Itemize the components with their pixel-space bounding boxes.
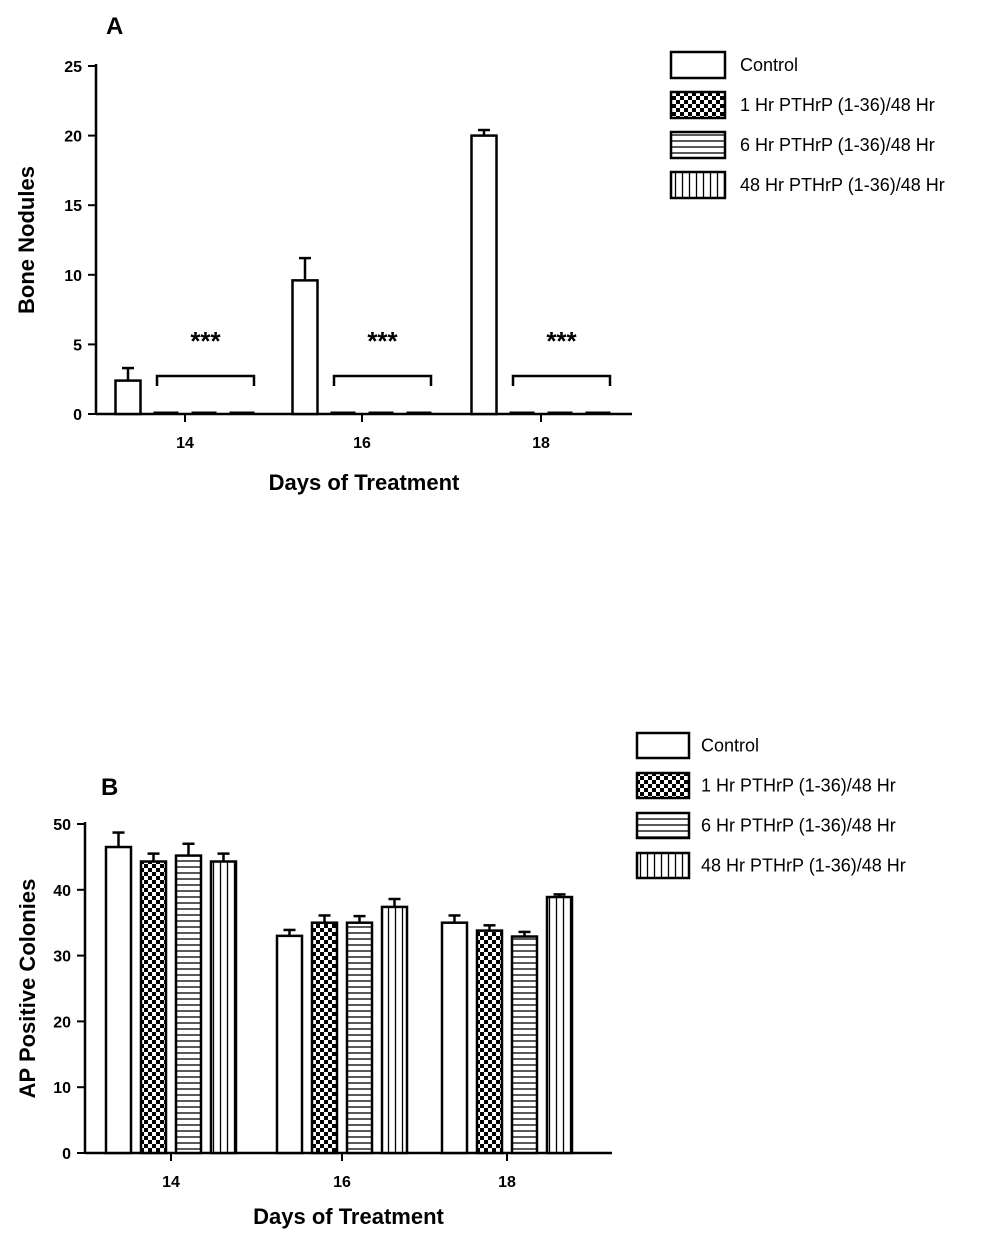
- legend-label: 1 Hr PTHrP (1-36)/48 Hr: [701, 776, 896, 796]
- x-tick-label: 16: [333, 1174, 351, 1191]
- bar: [114, 379, 142, 416]
- panel-letter: B: [101, 774, 118, 801]
- significance-label: ***: [367, 326, 398, 356]
- significance-label: ***: [546, 326, 577, 356]
- chart-panel-b: B 0 10 20 30 40 50 14 16 18 Days of Treatment AP Po…: [15, 731, 906, 1229]
- legend-swatch: [669, 130, 727, 160]
- legend-swatch: [669, 50, 727, 80]
- legend-swatch: [669, 170, 727, 200]
- significance-label: ***: [190, 326, 221, 356]
- significance-bracket: [155, 374, 256, 386]
- bar: [380, 905, 409, 1155]
- significance-bracket: [511, 374, 612, 386]
- bar: [174, 854, 203, 1155]
- y-tick-label: 5: [73, 337, 82, 354]
- y-tick-label: 10: [64, 268, 82, 285]
- legend-label: Control: [740, 55, 798, 75]
- legend-label: 6 Hr PTHrP (1-36)/48 Hr: [701, 816, 896, 836]
- legend-label: 6 Hr PTHrP (1-36)/48 Hr: [740, 135, 935, 155]
- bar: [475, 929, 504, 1155]
- legend-swatch: [635, 851, 691, 880]
- bar: [104, 845, 133, 1155]
- x-tick-label: 14: [176, 435, 194, 452]
- panel-letter: A: [106, 13, 123, 40]
- bar: [345, 921, 374, 1155]
- legend-label: 48 Hr PTHrP (1-36)/48 Hr: [701, 856, 906, 876]
- chart-panel-a: A 0 5 10 15 20 25 14 16 18 Days of Treatment Bone N…: [14, 13, 945, 495]
- legend-label: 48 Hr PTHrP (1-36)/48 Hr: [740, 175, 945, 195]
- x-tick-label: 16: [353, 435, 371, 452]
- bar: [510, 935, 539, 1155]
- x-axis-title: Days of Treatment: [269, 470, 460, 495]
- x-tick-label: 18: [532, 435, 550, 452]
- bar: [470, 134, 498, 416]
- legend-label: 1 Hr PTHrP (1-36)/48 Hr: [740, 95, 935, 115]
- y-tick-label: 25: [64, 59, 82, 76]
- bar: [545, 895, 574, 1155]
- bar: [291, 279, 319, 416]
- x-tick-label: 14: [162, 1174, 180, 1191]
- legend-swatch: [669, 90, 727, 120]
- y-axis-title: Bone Nodules: [14, 166, 39, 314]
- y-tick-label: 0: [73, 407, 82, 424]
- y-tick-label: 50: [53, 817, 71, 834]
- y-tick-label: 20: [53, 1014, 71, 1031]
- bar: [440, 921, 469, 1155]
- y-tick-label: 10: [53, 1080, 71, 1097]
- legend-swatch: [635, 811, 691, 840]
- y-tick-label: 40: [53, 883, 71, 900]
- y-tick-label: 20: [64, 129, 82, 146]
- legend-label: Control: [701, 736, 759, 756]
- bar: [139, 860, 168, 1155]
- y-tick-label: 30: [53, 949, 71, 966]
- x-axis-title: Days of Treatment: [253, 1204, 444, 1229]
- y-axis-title: AP Positive Colonies: [15, 879, 40, 1099]
- bar: [209, 860, 238, 1155]
- bar: [310, 921, 339, 1155]
- x-tick-label: 18: [498, 1174, 516, 1191]
- legend-swatch: [635, 731, 691, 760]
- y-tick-label: 15: [64, 198, 82, 215]
- legend-swatch: [635, 771, 691, 800]
- significance-bracket: [332, 374, 433, 386]
- bar: [275, 934, 304, 1155]
- y-tick-label: 0: [62, 1146, 71, 1163]
